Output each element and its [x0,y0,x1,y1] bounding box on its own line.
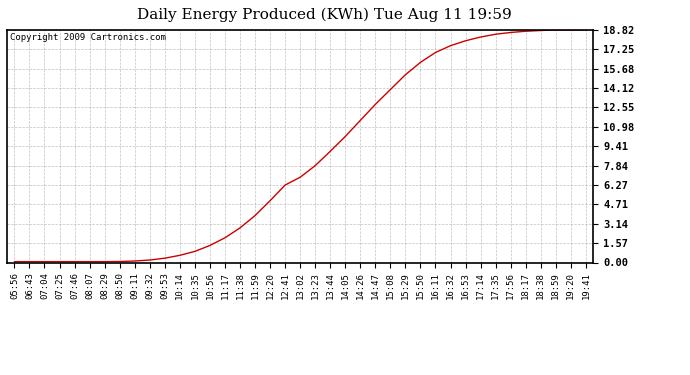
Text: Copyright 2009 Cartronics.com: Copyright 2009 Cartronics.com [10,33,166,42]
Text: Daily Energy Produced (KWh) Tue Aug 11 19:59: Daily Energy Produced (KWh) Tue Aug 11 1… [137,8,512,22]
